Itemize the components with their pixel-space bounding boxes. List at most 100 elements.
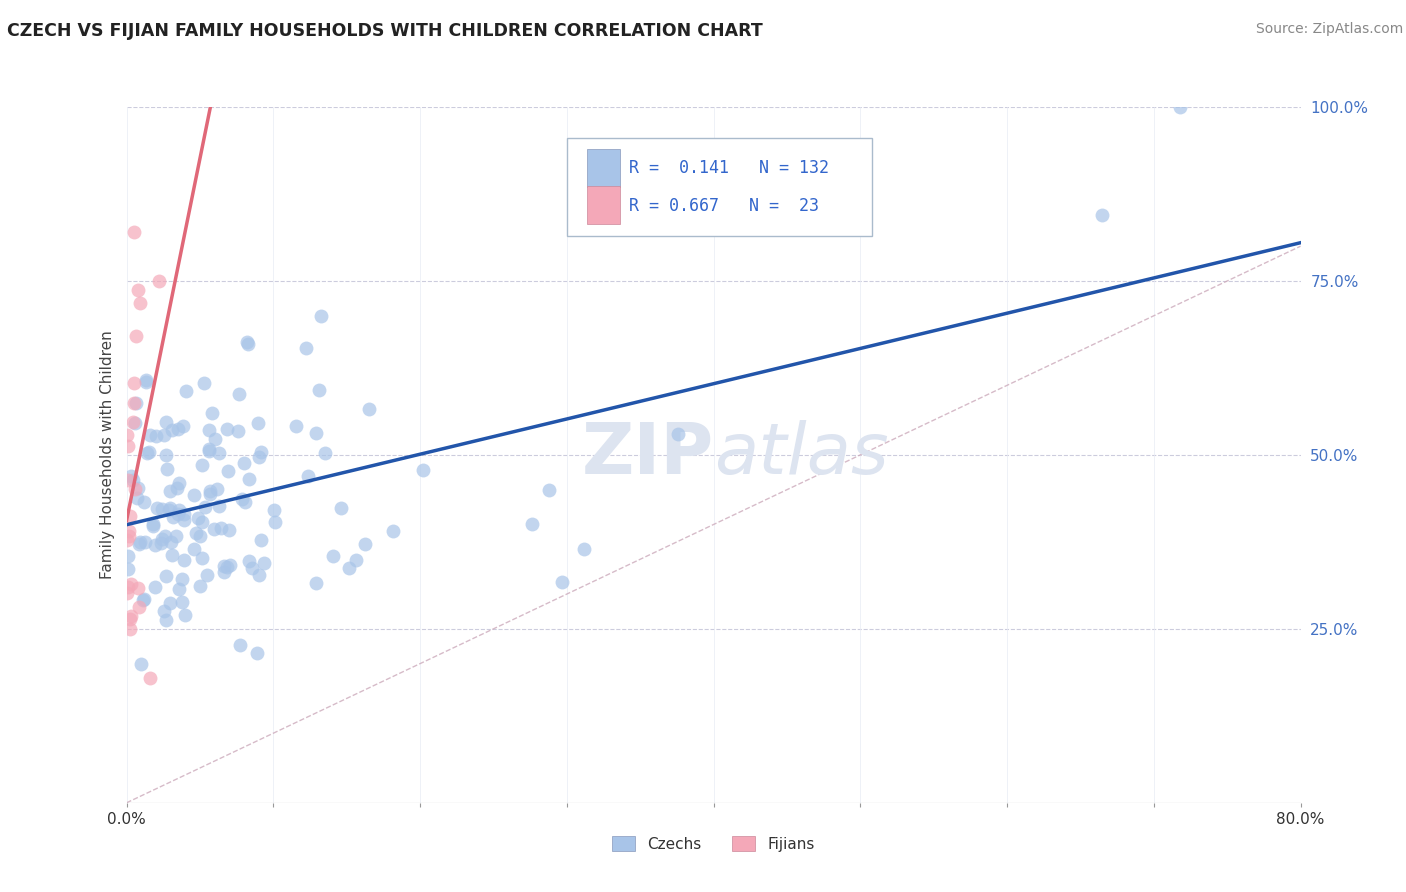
Point (357, 402, 380, 417)
Point (121, 473, 143, 487)
Point (145, 429, 167, 443)
Point (381, 524, 404, 538)
Point (233, 457, 256, 471)
Point (238, 554, 260, 568)
Point (159, 483, 181, 498)
Point (309, 309, 332, 323)
Point (193, 500, 215, 514)
Point (198, 423, 221, 437)
Point (122, 415, 145, 429)
Text: R =  0.141   N = 132: R = 0.141 N = 132 (628, 160, 830, 178)
Point (236, 337, 259, 351)
Point (167, 507, 190, 521)
Point (186, 525, 208, 540)
Point (127, 481, 149, 495)
Point (247, 567, 270, 582)
FancyBboxPatch shape (586, 149, 620, 187)
Point (240, 561, 263, 575)
Point (247, 416, 270, 430)
Point (217, 463, 239, 477)
Point (1091, 208, 1114, 222)
Point (183, 541, 205, 556)
Y-axis label: Family Households with Children: Family Households with Children (100, 331, 115, 579)
Point (322, 549, 344, 563)
Point (150, 502, 173, 516)
Point (173, 507, 195, 521)
Point (354, 537, 377, 551)
Point (314, 446, 336, 460)
FancyBboxPatch shape (567, 138, 872, 235)
Point (215, 422, 238, 436)
Point (162, 509, 184, 524)
Point (247, 450, 270, 465)
Point (1168, 100, 1191, 114)
Point (191, 516, 214, 530)
Point (139, 428, 162, 442)
Point (187, 511, 209, 525)
Point (228, 387, 250, 401)
Point (143, 538, 166, 552)
Point (138, 444, 160, 458)
Point (124, 482, 146, 496)
Point (202, 522, 225, 536)
Point (120, 577, 142, 591)
Point (208, 499, 231, 513)
Point (173, 513, 195, 527)
Point (117, 533, 139, 547)
Point (249, 444, 271, 458)
Point (197, 568, 219, 582)
Point (522, 517, 544, 532)
Point (153, 604, 176, 618)
Point (152, 428, 174, 442)
Point (170, 595, 193, 609)
Point (284, 418, 307, 433)
Point (305, 426, 328, 441)
Point (668, 426, 690, 441)
Point (139, 671, 162, 685)
Point (412, 463, 434, 477)
Point (308, 383, 330, 397)
Point (172, 418, 194, 433)
Point (165, 529, 187, 543)
Point (238, 472, 260, 486)
Point (205, 482, 228, 496)
Point (132, 593, 155, 607)
Point (127, 581, 149, 595)
Text: atlas: atlas (713, 420, 889, 490)
Point (128, 599, 150, 614)
Point (226, 424, 249, 438)
Point (135, 375, 157, 389)
Point (117, 439, 139, 453)
Point (124, 417, 146, 431)
Point (150, 532, 173, 546)
Point (305, 576, 328, 591)
Point (118, 622, 141, 636)
Point (120, 469, 142, 483)
Point (191, 551, 214, 566)
Point (134, 495, 156, 509)
Point (124, 329, 146, 343)
Point (173, 553, 195, 567)
Point (212, 565, 235, 579)
Point (135, 373, 157, 387)
Point (174, 607, 197, 622)
Point (537, 483, 560, 498)
FancyBboxPatch shape (586, 186, 620, 224)
Point (117, 561, 139, 575)
Point (122, 225, 145, 239)
Point (117, 581, 139, 595)
Point (174, 384, 197, 398)
Point (166, 481, 188, 495)
Point (337, 561, 360, 575)
Point (297, 469, 319, 483)
Point (167, 582, 190, 596)
Point (183, 488, 205, 502)
Point (127, 283, 149, 297)
Point (122, 395, 145, 409)
Point (253, 556, 276, 570)
Point (153, 529, 176, 543)
Point (118, 508, 141, 523)
Point (167, 476, 190, 491)
Point (124, 376, 146, 390)
Text: R = 0.667   N =  23: R = 0.667 N = 23 (628, 197, 820, 215)
